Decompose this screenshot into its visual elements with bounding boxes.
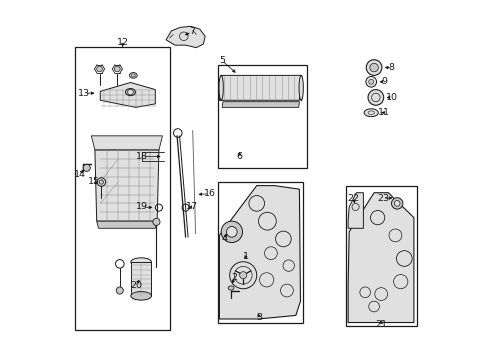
Bar (75, 47, 169, 330)
Polygon shape (348, 193, 413, 322)
Polygon shape (91, 136, 162, 150)
Text: 12: 12 (117, 38, 128, 47)
Circle shape (391, 198, 402, 209)
Circle shape (226, 226, 237, 237)
Text: 23: 23 (376, 194, 388, 203)
Ellipse shape (131, 292, 151, 300)
Circle shape (114, 66, 120, 72)
Circle shape (229, 262, 256, 289)
Text: 2: 2 (231, 273, 237, 282)
Text: 17: 17 (186, 202, 197, 211)
Bar (217, 182, 302, 322)
Polygon shape (95, 150, 159, 221)
Circle shape (369, 63, 378, 72)
Ellipse shape (131, 258, 151, 266)
Circle shape (365, 76, 376, 87)
Text: 11: 11 (377, 108, 389, 117)
Text: 22: 22 (347, 194, 359, 203)
Bar (217, 65, 306, 168)
Bar (345, 186, 416, 326)
Polygon shape (219, 186, 300, 319)
Ellipse shape (299, 75, 302, 100)
Polygon shape (222, 102, 299, 107)
Text: 7: 7 (189, 27, 195, 36)
Circle shape (365, 60, 381, 75)
Text: 20: 20 (130, 281, 141, 290)
Circle shape (393, 201, 399, 206)
Circle shape (221, 221, 242, 242)
Text: 15: 15 (88, 177, 100, 186)
Text: 19: 19 (136, 202, 148, 211)
Text: 6: 6 (236, 152, 242, 161)
Ellipse shape (363, 109, 378, 117)
Text: 4: 4 (221, 234, 227, 243)
Ellipse shape (129, 72, 137, 78)
Text: 1: 1 (242, 252, 249, 261)
Ellipse shape (131, 74, 135, 77)
Circle shape (99, 180, 103, 184)
Text: 14: 14 (74, 170, 86, 179)
Circle shape (116, 287, 123, 294)
Text: 5: 5 (218, 56, 225, 65)
Polygon shape (219, 75, 301, 100)
Text: 3: 3 (256, 313, 262, 322)
Ellipse shape (125, 89, 135, 96)
Circle shape (83, 164, 90, 171)
Ellipse shape (228, 286, 233, 290)
Text: 9: 9 (380, 77, 386, 86)
Ellipse shape (219, 75, 223, 100)
Text: 16: 16 (203, 189, 215, 198)
Bar (131, 262, 151, 296)
Text: 13: 13 (78, 89, 90, 98)
Polygon shape (96, 221, 157, 228)
Circle shape (96, 66, 102, 72)
Polygon shape (166, 26, 205, 47)
Polygon shape (100, 82, 155, 107)
Polygon shape (348, 193, 363, 228)
Circle shape (239, 272, 246, 279)
Circle shape (367, 90, 383, 105)
Circle shape (127, 89, 133, 95)
Text: 18: 18 (136, 152, 148, 161)
Circle shape (368, 79, 373, 84)
Text: 21: 21 (375, 320, 386, 329)
Circle shape (152, 218, 160, 225)
Text: 10: 10 (385, 93, 397, 102)
Text: 8: 8 (388, 63, 394, 72)
